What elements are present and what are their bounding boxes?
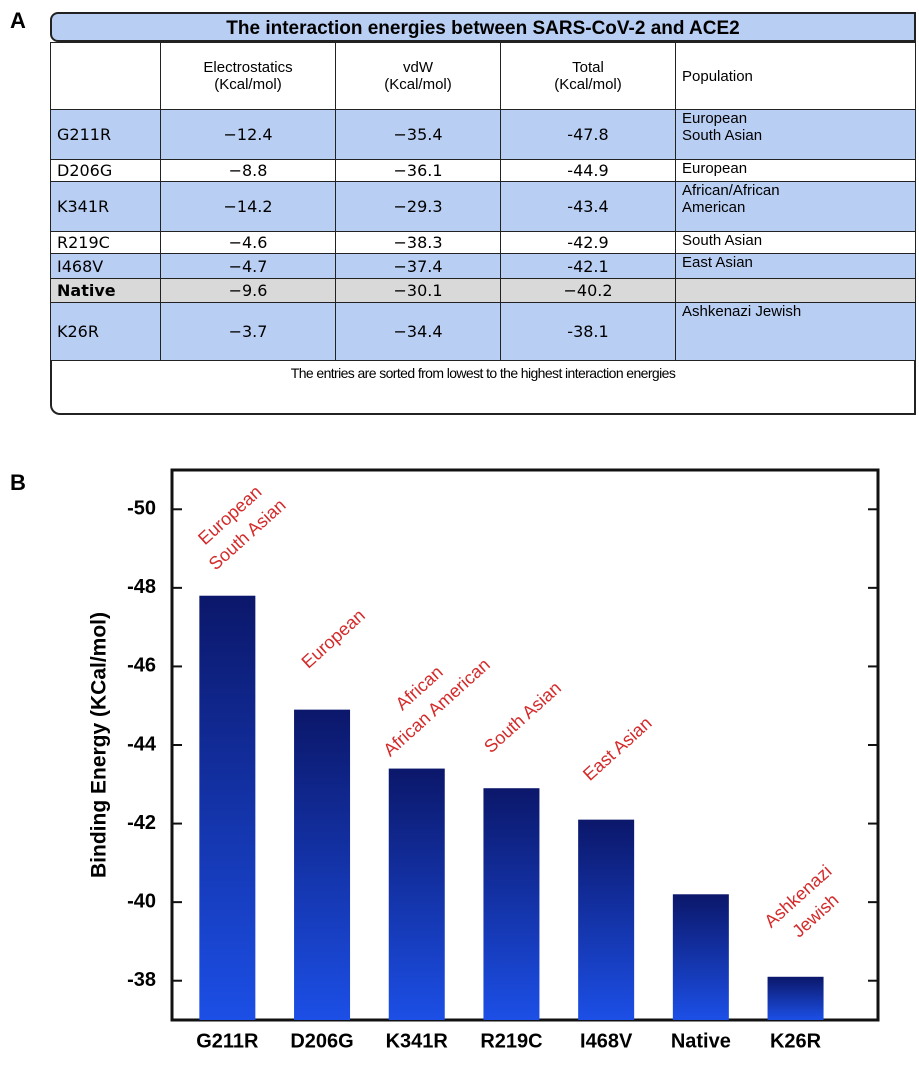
y-tick-label: -44 [127,733,157,755]
table-cell: −12.4 [160,109,336,160]
y-tick-label: -38 [127,969,156,991]
y-tick-label: -50 [127,498,156,520]
table-cell: -38.1 [500,302,676,361]
table-cell: K341R [50,181,161,232]
header-row: Electrostatics (Kcal/mol) vdW (Kcal/mol) T… [50,42,916,110]
table-cell: -43.4 [500,181,676,232]
table-cell: Native [50,278,161,303]
bar-annotation: South Asian [480,678,565,757]
table-cell: K26R [50,302,161,361]
table-cell: G211R [50,109,161,160]
bar [199,595,256,1020]
bar-annotation: East Asian [579,713,656,785]
annotation-line: South Asian [480,678,565,757]
y-tick-label: -40 [127,890,156,912]
bar [578,819,635,1020]
y-tick-label: -46 [127,655,156,677]
table-cell: −38.3 [335,231,501,254]
header-cell: Total (Kcal/mol) [500,42,676,110]
panel-label: A [10,8,26,33]
x-tick-label: R219C [480,1030,542,1052]
table-row: Native −9.6 −30.1 −40.2 [50,278,916,303]
table-row: K26R −3.7 −34.4 -38.1 Ashkenazi Jewish [50,302,916,361]
table-row: R219C −4.6 −38.3 -42.9 South Asian [50,231,916,254]
x-tick-label: G211R [196,1030,259,1052]
table-cell: −9.6 [160,278,336,303]
table-cell: Ashkenazi Jewish [675,302,916,361]
table-cell: African/African American [675,181,916,232]
table-cell: East Asian [675,253,916,279]
x-tick-label: I468V [580,1030,633,1052]
table-cell: European South Asian [675,109,916,160]
table-title: The interaction energies between SARS-Co… [50,12,916,42]
x-tick-label: D206G [290,1030,353,1052]
table-cell: −37.4 [335,253,501,279]
table-cell: −14.2 [160,181,336,232]
table-cell: D206G [50,159,161,182]
table-footer: The entries are sorted from lowest to th… [50,361,916,415]
annotation-line: East Asian [579,713,656,785]
header-cell: Population [675,42,916,110]
bar [672,894,729,1020]
header-cell: vdW (Kcal/mol) [335,42,501,110]
bar [767,976,824,1020]
y-axis-label: Binding Energy (KCal/mol) [88,612,111,878]
bar [483,788,540,1020]
x-tick-label: K26R [770,1030,822,1052]
table-cell: −3.7 [160,302,336,361]
panel-label: B [10,470,26,495]
bar-annotation: European [298,605,369,672]
x-tick-label: K341R [386,1030,449,1052]
table: The interaction energies between SARS-Co… [50,12,916,415]
table-cell: -42.1 [500,253,676,279]
table-cell: −35.4 [335,109,501,160]
table-cell: -42.9 [500,231,676,254]
table-row: I468V −4.7 −37.4 -42.1 East Asian [50,253,916,279]
x-tick-label: Native [671,1030,731,1052]
table-row: D206G −8.8 −36.1 -44.9 European [50,159,916,182]
table-row: G211R −12.4 −35.4 -47.8 European South Asian [50,109,916,160]
bar [294,709,351,1020]
header-cell: Electrostatics (Kcal/mol) [160,42,336,110]
table-cell: -47.8 [500,109,676,160]
y-tick-label: -42 [127,812,156,834]
table-grid: Electrostatics (Kcal/mol) vdW (Kcal/mol) T… [50,42,916,361]
table-cell [675,278,916,303]
annotation-line: European [298,605,369,672]
table-cell: −30.1 [335,278,501,303]
table-row: K341R −14.2 −29.3 -43.4 African/African Amer… [50,181,916,232]
bar [388,768,445,1020]
y-tick-label: -48 [127,576,156,598]
